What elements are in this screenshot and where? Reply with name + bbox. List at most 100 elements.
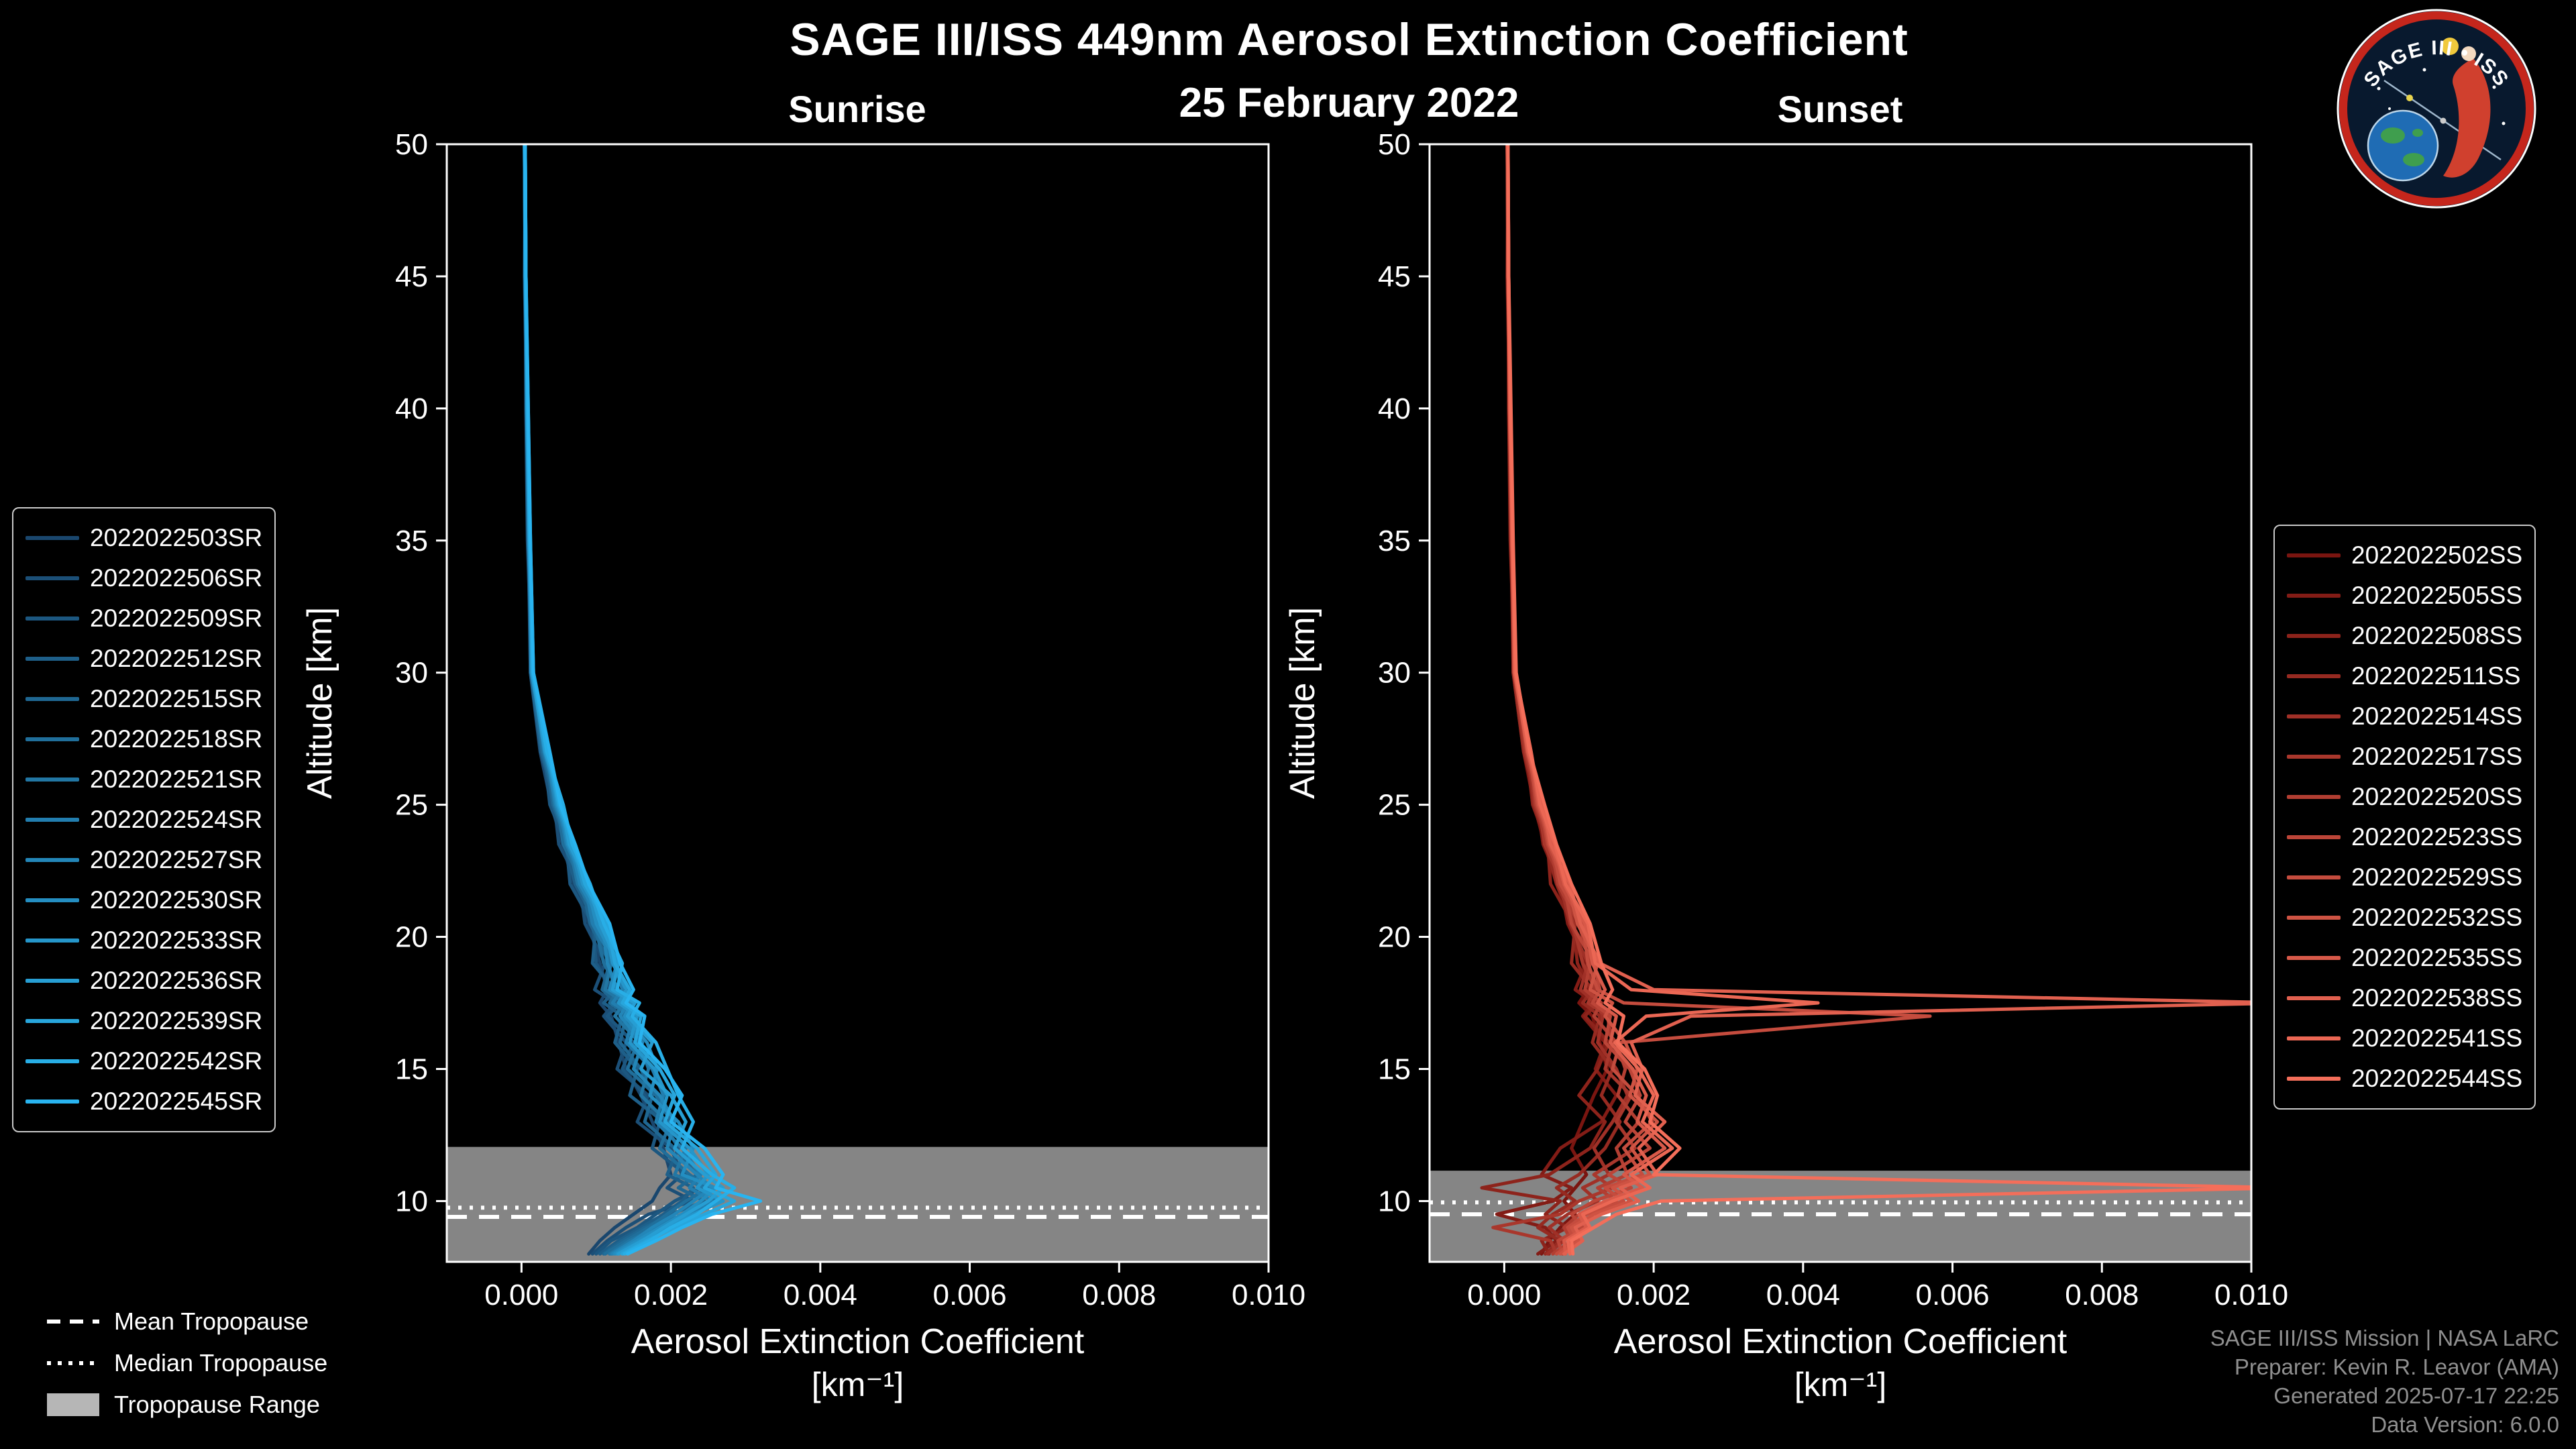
y-tick-label: 40 (395, 392, 428, 425)
y-tick-label: 20 (395, 921, 428, 954)
profile-line-2022022536SR (523, 144, 725, 1256)
profile-line-2022022544SS (1506, 144, 2251, 1256)
legend-item: 2022022506SR (25, 558, 262, 598)
legend-label: 2022022529SS (2351, 863, 2523, 891)
y-tick-label: 15 (1378, 1053, 1411, 1085)
legend-label: 2022022541SS (2351, 1024, 2523, 1052)
legend-line-swatch (2287, 1036, 2341, 1040)
legend-item: 2022022517SS (2287, 737, 2522, 777)
legend-label: 2022022503SR (90, 524, 263, 551)
tropopause-range-swatch (47, 1393, 99, 1416)
y-tick-label: 30 (1378, 657, 1411, 690)
legend-line-swatch (25, 576, 79, 580)
legend-label: 2022022502SS (2351, 541, 2523, 569)
profile-line-2022022542SR (523, 144, 737, 1256)
legend-label: 2022022506SR (90, 564, 263, 592)
legend-item: 2022022542SR (25, 1041, 262, 1081)
legend-item: 2022022514SS (2287, 696, 2522, 737)
sunrise-chart-svg: 10 15 20 25 30 35 40 45 50 0.000 0.002 0.004 0.006 0.… (301, 128, 1305, 1403)
legend-item: 2022022518SR (25, 719, 262, 759)
legend-item: 2022022536SR (25, 961, 262, 1001)
x-tick-label: 0.002 (634, 1279, 708, 1311)
legend-label: 2022022527SR (90, 846, 263, 873)
legend-label: 2022022530SR (90, 886, 263, 914)
legend-line-swatch (25, 979, 79, 983)
x-tick-label: 0.000 (1467, 1279, 1541, 1311)
legend-line-swatch (2287, 634, 2341, 638)
credit-line-version: Data Version: 6.0.0 (2371, 1412, 2559, 1438)
patch-sun (2441, 38, 2459, 55)
legend-line-swatch (25, 657, 79, 661)
mean-tropopause-label: Mean Tropopause (114, 1307, 309, 1335)
mean-tropopause-swatch (47, 1320, 99, 1324)
figure-date: 25 February 2022 (1179, 80, 1519, 126)
median-tropopause-legend-item: Median Tropopause (47, 1346, 327, 1380)
patch-stars (2377, 68, 2506, 125)
x-tick-label: 0.008 (2065, 1279, 2139, 1311)
x-tick-label: 0.004 (1766, 1279, 1840, 1311)
legend-item: 2022022529SS (2287, 857, 2522, 898)
mission-patch-logo: SAGE III • ISS (2336, 8, 2537, 209)
legend-item: 2022022505SS (2287, 576, 2522, 616)
legend-item: 2022022503SR (25, 518, 262, 558)
legend-line-swatch (2287, 755, 2341, 759)
legend-item: 2022022511SS (2287, 656, 2522, 696)
legend-label: 2022022542SR (90, 1047, 263, 1075)
sunrise-chart: 10 15 20 25 30 35 40 45 50 0.000 0.002 0.004 0.006 0.… (288, 101, 1335, 1409)
legend-line-swatch (2287, 714, 2341, 718)
legend-label: 2022022520SS (2351, 783, 2523, 810)
legend-label: 2022022532SS (2351, 904, 2523, 931)
legend-label: 2022022515SR (90, 685, 263, 712)
legend-item: 2022022508SS (2287, 616, 2522, 656)
profile-line-2022022545SR (523, 144, 763, 1256)
x-axis-label: Aerosol Extinction Coefficient (1614, 1322, 2068, 1361)
legend-line-swatch (2287, 795, 2341, 799)
y-tick-label: 35 (1378, 525, 1411, 557)
legend-label: 2022022509SR (90, 604, 263, 632)
tropopause-legend: Mean Tropopause Median Tropopause Tropop… (47, 1305, 327, 1421)
x-tick-label: 0.010 (1232, 1279, 1305, 1311)
legend-line-swatch (25, 737, 79, 741)
legend-label: 2022022523SS (2351, 823, 2523, 851)
x-tick-label: 0.002 (1617, 1279, 1690, 1311)
x-tick-label: 0.006 (1915, 1279, 1989, 1311)
legend-line-swatch (25, 898, 79, 902)
legend-label: 2022022533SR (90, 926, 263, 954)
y-tick-label: 25 (1378, 789, 1411, 822)
patch-earth (2367, 109, 2439, 182)
profile-line-2022022518SR (523, 144, 710, 1256)
plot-border (445, 143, 1270, 1263)
legend-label: 2022022505SS (2351, 582, 2523, 609)
legend-item: 2022022515SR (25, 679, 262, 719)
legend-line-swatch (25, 1099, 79, 1104)
legend-line-swatch (2287, 835, 2341, 839)
tropopause-range-legend-item: Tropopause Range (47, 1388, 327, 1421)
patch-earth-land (2381, 127, 2424, 166)
profile-lines (523, 144, 763, 1256)
profile-line-2022022541SS (1506, 144, 1820, 1256)
legend-label: 2022022536SR (90, 967, 263, 994)
legend-line-swatch (25, 938, 79, 943)
y-tick-label: 25 (395, 789, 428, 822)
legend-label: 2022022539SR (90, 1007, 263, 1034)
y-tick-label: 35 (395, 525, 428, 557)
tropopause-range-label: Tropopause Range (114, 1391, 320, 1418)
legend-item: 2022022532SS (2287, 898, 2522, 938)
y-tick-label: 45 (1378, 260, 1411, 293)
sunrise-panel-title: Sunrise (788, 88, 926, 130)
profile-line-2022022521SR (523, 144, 718, 1256)
legend-line-swatch (2287, 956, 2341, 960)
profile-line-2022022529SS (1505, 144, 1932, 1256)
figure-title: SAGE III/ISS 449nm Aerosol Extinction Co… (790, 14, 1909, 65)
legend-label: 2022022544SS (2351, 1065, 2523, 1092)
legend-label: 2022022511SS (2351, 662, 2521, 690)
credit-line-preparer: Preparer: Kevin R. Leavor (AMA) (2234, 1354, 2559, 1380)
y-tick-label: 10 (1378, 1185, 1411, 1218)
tropopause-range-band (447, 1146, 1269, 1262)
credits-block: SAGE III/ISS Mission | NASA LaRC Prepare… (2210, 1324, 2559, 1440)
credit-line-generated: Generated 2025-07-17 22:25 (2273, 1383, 2559, 1409)
sunrise-legend: 2022022503SR 2022022506SR 2022022509SR 2022… (12, 507, 276, 1132)
legend-item: 2022022541SS (2287, 1018, 2522, 1059)
patch-red-ring (2339, 11, 2534, 206)
legend-item: 2022022544SS (2287, 1059, 2522, 1099)
